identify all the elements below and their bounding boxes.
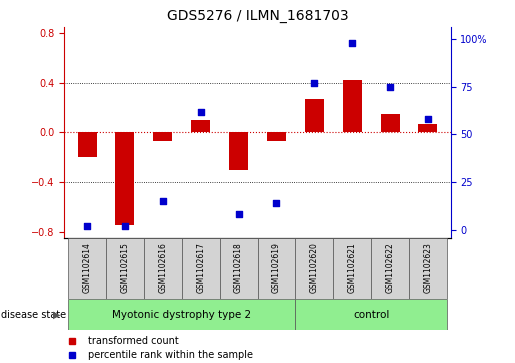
Point bbox=[386, 84, 394, 90]
Point bbox=[348, 40, 356, 46]
Bar bbox=[296, 238, 333, 299]
Text: GSM1102617: GSM1102617 bbox=[196, 242, 205, 293]
Text: disease state: disease state bbox=[1, 310, 66, 320]
Text: GSM1102621: GSM1102621 bbox=[348, 242, 357, 293]
Text: GDS5276 / ILMN_1681703: GDS5276 / ILMN_1681703 bbox=[167, 9, 348, 23]
Point bbox=[83, 223, 91, 229]
Text: GSM1102614: GSM1102614 bbox=[82, 242, 92, 293]
Point bbox=[424, 116, 432, 122]
Point bbox=[234, 212, 243, 217]
Bar bbox=[258, 238, 296, 299]
Bar bbox=[333, 238, 371, 299]
Bar bbox=[219, 238, 258, 299]
Point bbox=[310, 80, 318, 86]
Text: Myotonic dystrophy type 2: Myotonic dystrophy type 2 bbox=[112, 310, 251, 320]
Text: transformed count: transformed count bbox=[88, 336, 178, 346]
Point bbox=[121, 223, 129, 229]
Text: percentile rank within the sample: percentile rank within the sample bbox=[88, 350, 252, 360]
Bar bbox=[342, 81, 362, 132]
Text: GSM1102623: GSM1102623 bbox=[423, 242, 433, 293]
Text: control: control bbox=[353, 310, 389, 320]
Bar bbox=[371, 238, 409, 299]
Text: GSM1102622: GSM1102622 bbox=[386, 242, 394, 293]
Bar bbox=[305, 99, 324, 132]
Bar bbox=[68, 238, 106, 299]
Bar bbox=[153, 132, 173, 141]
Bar bbox=[381, 114, 400, 132]
Bar bbox=[144, 238, 182, 299]
Bar bbox=[296, 299, 447, 330]
Text: ▶: ▶ bbox=[53, 310, 61, 320]
Bar bbox=[68, 299, 296, 330]
Text: GSM1102620: GSM1102620 bbox=[310, 242, 319, 293]
Bar bbox=[191, 120, 210, 132]
Text: GSM1102616: GSM1102616 bbox=[158, 242, 167, 293]
Text: GSM1102619: GSM1102619 bbox=[272, 242, 281, 293]
Bar bbox=[409, 238, 447, 299]
Point bbox=[159, 198, 167, 204]
Point bbox=[197, 109, 205, 114]
Text: GSM1102615: GSM1102615 bbox=[121, 242, 129, 293]
Bar bbox=[78, 132, 97, 157]
Text: GSM1102618: GSM1102618 bbox=[234, 242, 243, 293]
Bar bbox=[419, 124, 437, 132]
Bar bbox=[115, 132, 134, 225]
Bar bbox=[106, 238, 144, 299]
Bar bbox=[267, 132, 286, 141]
Bar bbox=[182, 238, 219, 299]
Point bbox=[272, 200, 281, 206]
Bar bbox=[229, 132, 248, 170]
